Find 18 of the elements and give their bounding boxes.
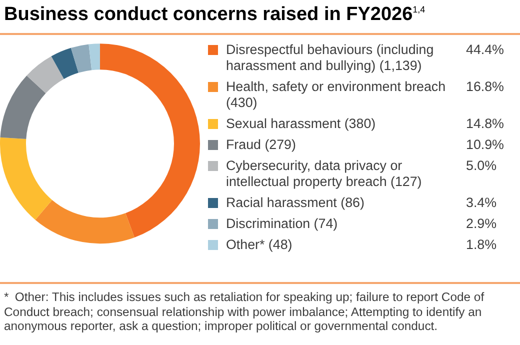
data-label: 1.8% xyxy=(466,237,497,253)
legend-label: Sexual harassment (380) xyxy=(226,116,377,132)
chart-title: Business conduct concerns raised in FY2026$^{1,4}$ xyxy=(4,4,426,26)
data-label: 16.8% xyxy=(466,79,504,95)
legend-label: Discrimination (74) xyxy=(226,216,339,232)
data-label: 3.4% xyxy=(466,195,497,211)
text: * Other: This includes issues such as retaliation for speaking up; failure to report Code of Conduct breach; consensual relationship with power imbalance; Attempting to identify an anonymous reporter, ask a question; improper political or governmental conduct. xyxy=(4,290,486,334)
legend-label: Racial harassment (86) xyxy=(226,195,366,211)
legend-label: Health, safety or environment breach (430) xyxy=(226,79,447,111)
legend-label: Other* (48) xyxy=(226,237,294,253)
legend-label: Cybersecurity, data privacy or intellectual property breach (127) xyxy=(226,158,423,190)
data-label: 14.8% xyxy=(466,116,504,132)
legend-label: Fraud (279) xyxy=(226,137,297,153)
data-label: 5.0% xyxy=(466,158,497,174)
data-label: 2.9% xyxy=(466,216,497,232)
data-label: 10.9% xyxy=(466,137,504,153)
legend-label: Disrespectful behaviours (including harassment and bullying) (1,139) xyxy=(226,42,435,74)
data-label: 44.4% xyxy=(466,42,504,58)
